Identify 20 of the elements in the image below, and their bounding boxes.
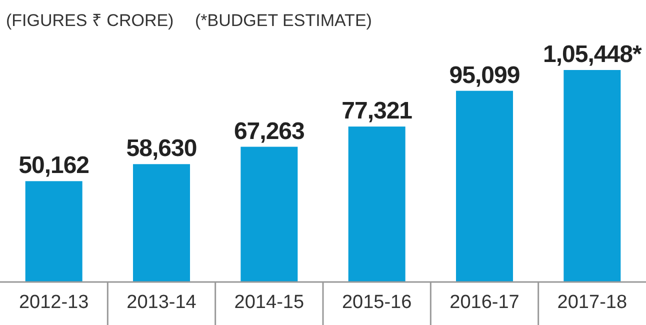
data-label: 58,630 [126,135,197,162]
bar [456,90,513,282]
bar [25,181,82,282]
bar [348,126,406,282]
data-label: 95,099 [449,62,520,89]
x-tick-label: 2013-14 [126,292,197,313]
data-label: 77,321 [342,98,412,125]
x-tick-label: 2012-13 [18,292,89,313]
bar [564,70,621,282]
data-label: 67,263 [234,118,305,145]
x-tick-label: 2017-18 [557,292,628,313]
bar [133,164,190,282]
chart-subtitle: (*BUDGET ESTIMATE) [195,11,372,30]
data-label: 1,05,448* [543,41,642,68]
bar [240,146,298,282]
chart-title: (FIGURES ₹ CRORE) [6,11,174,30]
x-tick-label: 2014-15 [234,292,304,313]
x-tick-label: 2015-16 [342,292,412,313]
x-tick-label: 2016-17 [450,292,520,313]
data-label: 50,162 [18,152,90,180]
